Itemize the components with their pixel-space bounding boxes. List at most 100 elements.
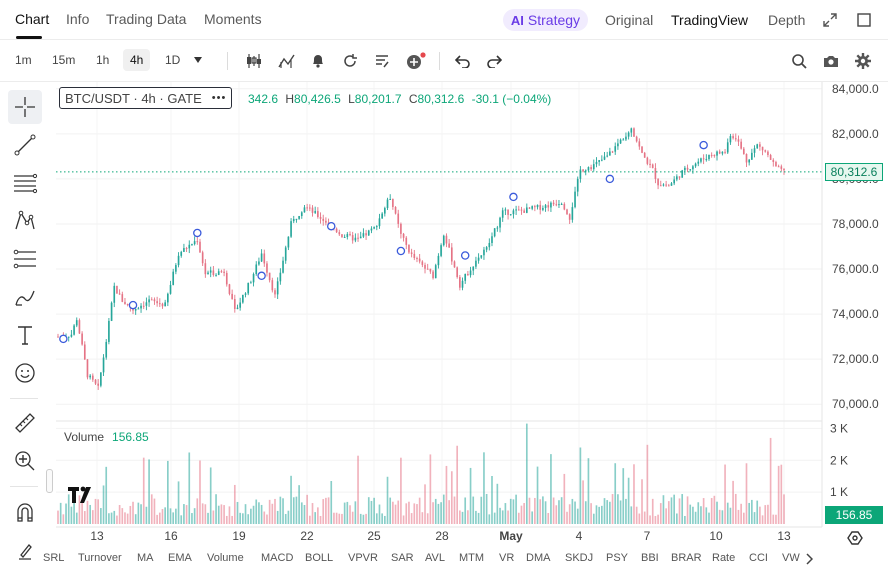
toolbar-divider xyxy=(227,52,228,70)
symbol-legend[interactable]: BTC/USDT · 4h · GATE ••• xyxy=(59,87,233,109)
indicator-vw[interactable]: VW xyxy=(782,552,800,564)
tab-original[interactable]: Original xyxy=(605,12,654,28)
strategy-button[interactable]: AI Strategy xyxy=(503,9,588,31)
crosshair-icon[interactable] xyxy=(8,90,42,124)
candle-body xyxy=(290,221,292,237)
candle-body xyxy=(756,144,759,149)
indicator-bbi[interactable]: BBI xyxy=(641,552,659,564)
volume-bar xyxy=(483,452,485,524)
indicator-avl[interactable]: AVL xyxy=(425,552,445,564)
indicator-rate[interactable]: Rate xyxy=(712,552,736,564)
fullscreen-icon[interactable] xyxy=(856,12,872,28)
chevron-down-icon[interactable] xyxy=(192,54,204,66)
template-icon[interactable] xyxy=(373,52,391,70)
horizontal-lines-icon[interactable] xyxy=(8,166,42,200)
volume-bar xyxy=(239,512,242,524)
indicator-mtm[interactable]: MTM xyxy=(459,552,485,564)
candles-icon[interactable] xyxy=(244,52,264,70)
indicator-psy[interactable]: PSY xyxy=(606,552,629,564)
pattern-icon[interactable] xyxy=(8,204,42,238)
replay-icon[interactable] xyxy=(341,52,359,70)
trend-line-icon[interactable] xyxy=(8,128,42,162)
volume-bar xyxy=(225,515,228,524)
candle-body xyxy=(408,244,410,253)
interval-15m[interactable]: 15m xyxy=(52,53,76,67)
candle-body xyxy=(700,158,702,162)
tab-moments[interactable]: Moments xyxy=(204,11,262,27)
candle-body xyxy=(424,264,426,269)
indicator-boll[interactable]: BOLL xyxy=(305,552,334,564)
candle-body xyxy=(434,265,437,279)
lock-draw-icon[interactable] xyxy=(8,534,42,568)
text-icon[interactable] xyxy=(8,318,42,352)
indicator-skdj[interactable]: SKDJ xyxy=(565,552,594,564)
volume-bar xyxy=(777,465,780,524)
tab-trading-data[interactable]: Trading Data xyxy=(106,11,187,27)
expand-icon[interactable] xyxy=(822,12,838,28)
low-value: 80,201.7 xyxy=(354,92,402,106)
chart-settings-icon[interactable] xyxy=(846,529,864,547)
indicator-srl[interactable]: SRL xyxy=(43,552,65,564)
indicator-volume[interactable]: Volume xyxy=(207,552,244,564)
candle-body xyxy=(464,273,467,281)
indicator-ma[interactable]: MA xyxy=(137,552,154,564)
volume-bar xyxy=(681,494,684,524)
indicators-icon[interactable] xyxy=(277,52,297,70)
zoom-in-icon[interactable] xyxy=(8,444,42,478)
volume-bar xyxy=(689,504,692,524)
candle-body xyxy=(440,245,442,256)
volume-bar xyxy=(450,471,453,524)
magnet-icon[interactable] xyxy=(8,496,42,530)
chevron-right-icon[interactable] xyxy=(802,551,816,567)
indicator-vpvr[interactable]: VPVR xyxy=(348,552,378,564)
indicator-ema[interactable]: EMA xyxy=(168,552,192,564)
candle-body xyxy=(686,167,689,170)
redo-icon[interactable] xyxy=(485,52,503,70)
volume-bar xyxy=(598,506,600,524)
indicator-macd[interactable]: MACD xyxy=(261,552,294,564)
volume-bar xyxy=(469,467,472,524)
indicator-sar[interactable]: SAR xyxy=(391,552,414,564)
candle-body xyxy=(247,282,250,294)
volume-bar xyxy=(761,515,764,524)
candle-body xyxy=(713,154,716,156)
candle-body xyxy=(148,299,150,303)
indicator-cci[interactable]: CCI xyxy=(749,552,768,564)
candle-body xyxy=(150,299,153,301)
indicator-dma[interactable]: DMA xyxy=(526,552,551,564)
indicator-brar[interactable]: BRAR xyxy=(671,552,702,564)
interval-1m[interactable]: 1m xyxy=(15,53,32,67)
tab-depth[interactable]: Depth xyxy=(768,12,806,28)
gear-icon[interactable] xyxy=(854,52,872,70)
volume-bar xyxy=(129,505,132,524)
fib-icon[interactable] xyxy=(8,242,42,276)
camera-icon[interactable] xyxy=(822,52,840,70)
brush-icon[interactable] xyxy=(8,280,42,314)
indicator-vr[interactable]: VR xyxy=(499,552,515,564)
candle-body xyxy=(525,207,528,213)
volume-label: Volume xyxy=(64,430,105,444)
candle-body xyxy=(638,141,641,147)
alert-icon[interactable] xyxy=(309,52,327,70)
emoji-icon[interactable] xyxy=(8,356,42,390)
interval-1d[interactable]: 1D xyxy=(165,53,181,67)
search-icon[interactable] xyxy=(790,52,808,70)
undo-icon[interactable] xyxy=(454,52,472,70)
interval-1h[interactable]: 1h xyxy=(96,53,110,67)
collapse-toolbar-handle[interactable] xyxy=(46,469,53,493)
candle-body xyxy=(708,154,710,160)
interval-4h[interactable]: 4h xyxy=(123,49,151,71)
tab-chart[interactable]: Chart xyxy=(15,11,50,27)
add-icon[interactable] xyxy=(405,51,427,71)
ruler-icon[interactable] xyxy=(8,406,42,440)
indicator-turnover[interactable]: Turnover xyxy=(78,552,122,564)
candle-body xyxy=(600,159,603,161)
candle-body xyxy=(239,302,242,308)
candle-body xyxy=(83,344,86,360)
candle-body xyxy=(244,293,247,295)
volume-bar xyxy=(517,512,520,524)
tab-info[interactable]: Info xyxy=(66,11,90,27)
more-icon[interactable]: ••• xyxy=(211,92,227,104)
tab-tradingview[interactable]: TradingView xyxy=(671,12,749,28)
